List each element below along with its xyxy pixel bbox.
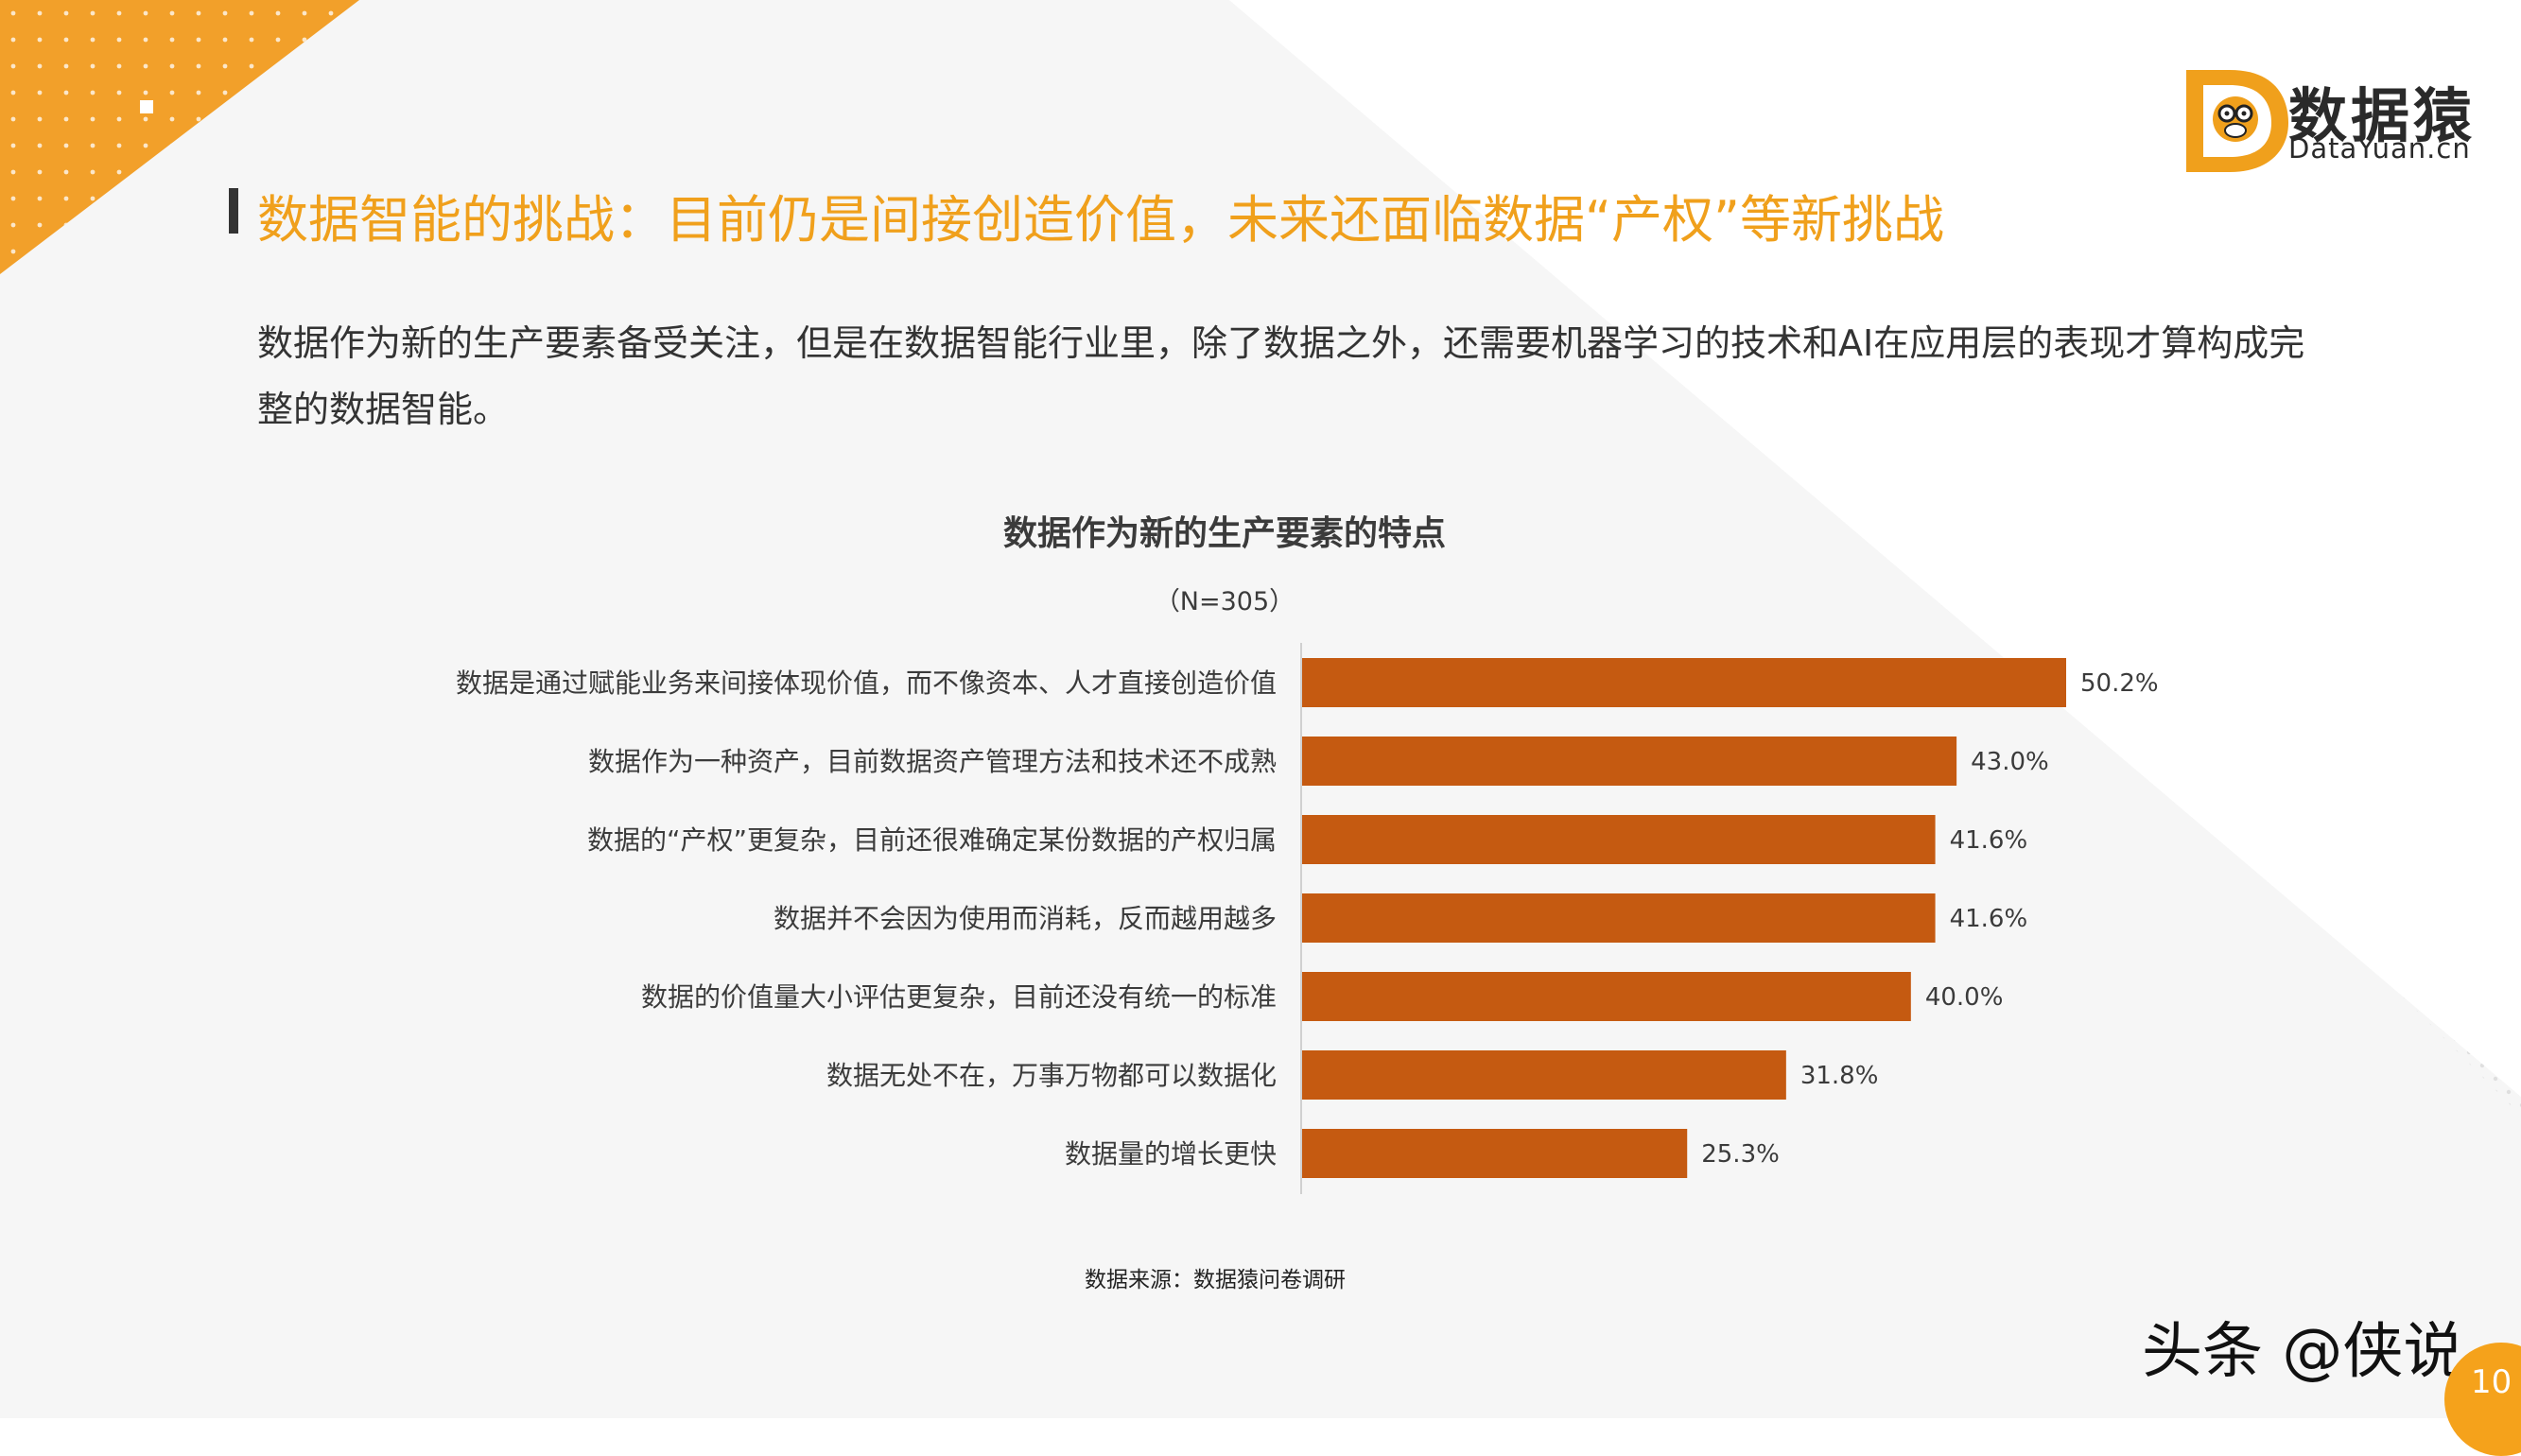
page-number: 10: [2471, 1363, 2512, 1401]
monkey-d-logo-icon: [2186, 70, 2288, 172]
bar-1: [1302, 658, 2066, 707]
category-label-3: 数据的“产权”更复杂，目前还很难确定某份数据的产权归属: [587, 824, 1277, 856]
brand-name: 数据猿: [2288, 81, 2477, 150]
category-label-4: 数据并不会因为使用而消耗，反而越用越多: [774, 903, 1277, 934]
value-label-1: 50.2%: [2080, 669, 2159, 698]
category-label-6: 数据无处不在，万事万物都可以数据化: [826, 1060, 1277, 1091]
title-accent-bar: [229, 188, 238, 234]
bar-chart: 数据是通过赋能业务来间接体现价值，而不像资本、人才直接创造价值 50.2% 数据作为…: [456, 643, 2159, 1194]
value-label-7: 25.3%: [1701, 1140, 1780, 1169]
watermark: 头条 @侠说: [2142, 1317, 2464, 1387]
category-label-1: 数据是通过赋能业务来间接体现价值，而不像资本、人才直接创造价值: [456, 667, 1277, 699]
category-label-5: 数据的价值量大小评估更复杂，目前还没有统一的标准: [641, 981, 1277, 1013]
value-label-6: 31.8%: [1800, 1062, 1879, 1090]
bar-6: [1302, 1050, 1786, 1100]
intro-paragraph: 数据作为新的生产要素备受关注，但是在数据智能行业里，除了数据之外，还需要机器学习…: [257, 322, 2305, 430]
category-label-7: 数据量的增长更快: [1065, 1138, 1277, 1170]
bar-5: [1302, 972, 1911, 1021]
data-source-note: 数据来源：数据猿问卷调研: [1085, 1268, 1346, 1292]
chart-subtitle: （N=305）: [1154, 587, 1295, 616]
bar-7: [1302, 1129, 1688, 1178]
value-label-4: 41.6%: [1950, 905, 2028, 933]
slide-background: [0, 0, 2521, 1116]
value-label-3: 41.6%: [1950, 826, 2028, 855]
value-label-2: 43.0%: [1971, 748, 2049, 776]
brand-domain: DataYuan.cn: [2288, 132, 2471, 165]
bar-4: [1302, 893, 1936, 943]
category-label-2: 数据作为一种资产，目前数据资产管理方法和技术还不成熟: [588, 746, 1277, 777]
page-title: 数据智能的挑战：目前仍是间接创造价值，未来还面临数据“产权”等新挑战: [257, 190, 1944, 250]
value-label-5: 40.0%: [1925, 983, 2004, 1012]
bar-3: [1302, 815, 1936, 864]
chart-title: 数据作为新的生产要素的特点: [1002, 514, 1446, 553]
bar-2: [1302, 737, 1957, 786]
